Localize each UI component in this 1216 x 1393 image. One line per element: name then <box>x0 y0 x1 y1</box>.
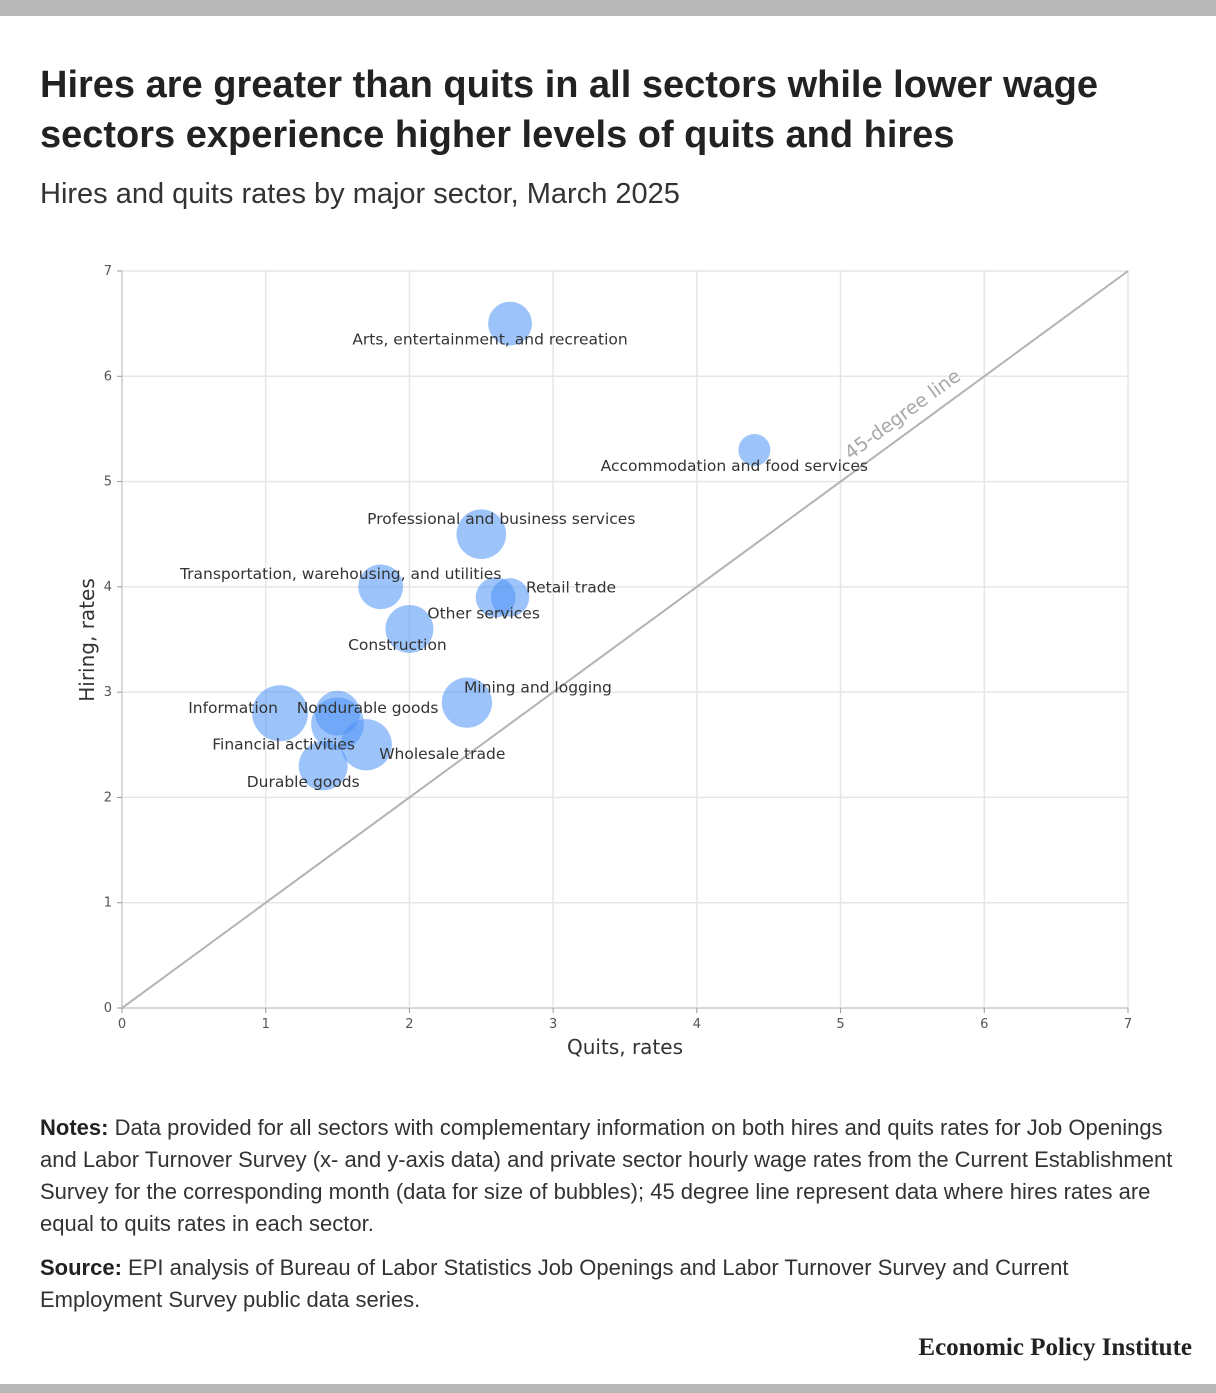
y-tick-label: 1 <box>104 896 112 911</box>
reference-line-label: 45-degree line <box>841 365 965 464</box>
source-text: EPI analysis of Bureau of Labor Statisti… <box>40 1255 1069 1312</box>
chart-title: Hires are greater than quits in all sect… <box>40 64 1099 156</box>
bubble-label: Transportation, warehousing, and utiliti… <box>179 565 501 583</box>
bubble <box>738 433 771 466</box>
bubble <box>441 677 493 728</box>
bubble-labels: Arts, entertainment, and recreation Accom… <box>179 331 868 791</box>
notes: Notes: Data provided for all sectors wit… <box>40 1112 1180 1240</box>
bubble <box>475 577 516 618</box>
source: Source: EPI analysis of Bureau of Labor … <box>40 1252 1180 1316</box>
x-tick-label: 6 <box>980 1017 988 1032</box>
bubble-label: Accommodation and food services <box>601 457 868 475</box>
bottom-border <box>0 1384 1216 1393</box>
reference-line <box>121 270 1129 1009</box>
x-tick-label: 3 <box>549 1017 557 1032</box>
source-label: Source: <box>40 1255 122 1280</box>
x-tick-label: 4 <box>693 1017 701 1032</box>
y-tick-label: 3 <box>104 685 112 700</box>
bubble <box>456 509 507 560</box>
axes: 0 1 2 3 4 5 6 7 0 1 2 3 4 5 6 7 <box>104 264 1132 1032</box>
x-tick-label: 1 <box>262 1017 270 1032</box>
bubbles <box>252 301 771 791</box>
x-tick-label: 7 <box>1124 1017 1132 1032</box>
bubble-label: Durable goods <box>247 773 360 791</box>
bubble-label: Information <box>188 699 278 717</box>
brand-logo-text: Economic Policy Institute <box>918 1334 1192 1361</box>
y-tick-label: 2 <box>104 790 112 805</box>
top-border <box>0 0 1216 16</box>
x-axis-label: Quits, rates <box>567 1035 683 1059</box>
notes-label: Notes: <box>40 1115 109 1140</box>
y-axis-label: Hiring, rates <box>75 578 99 702</box>
y-tick-label: 0 <box>104 1001 112 1016</box>
bubble-label: Arts, entertainment, and recreation <box>352 331 627 349</box>
bubble <box>358 564 404 610</box>
y-tick-label: 7 <box>104 264 112 279</box>
bubble-label: Nondurable goods <box>297 699 439 717</box>
bubble <box>340 719 392 771</box>
bubble <box>385 604 434 653</box>
x-tick-label: 0 <box>118 1017 126 1032</box>
bubble-label: Mining and logging <box>464 679 612 697</box>
notes-text: Data provided for all sectors with compl… <box>40 1115 1173 1236</box>
x-tick-label: 2 <box>405 1017 413 1032</box>
y-tick-label: 5 <box>104 475 112 490</box>
bubble <box>252 685 309 742</box>
bubble-label: Retail trade <box>526 578 616 596</box>
y-tick-label: 4 <box>104 580 112 595</box>
bubble-label: Construction <box>348 636 447 654</box>
reference-line-group: 45-degree line <box>121 270 1129 1009</box>
chart-subtitle: Hires and quits rates by major sector, M… <box>40 178 680 210</box>
bubble-label: Other services <box>427 604 540 622</box>
bubble <box>298 741 348 791</box>
x-tick-label: 5 <box>836 1017 844 1032</box>
bubble-label: Financial activities <box>212 736 355 754</box>
bubble-label: Professional and business services <box>367 510 635 528</box>
bubble-label: Wholesale trade <box>379 745 505 763</box>
bubble <box>488 301 532 346</box>
y-tick-label: 6 <box>104 369 112 384</box>
scatter-chart: 0 1 2 3 4 5 6 7 0 1 2 3 4 5 6 7 45-degree line Arts, en… <box>75 264 1132 1059</box>
